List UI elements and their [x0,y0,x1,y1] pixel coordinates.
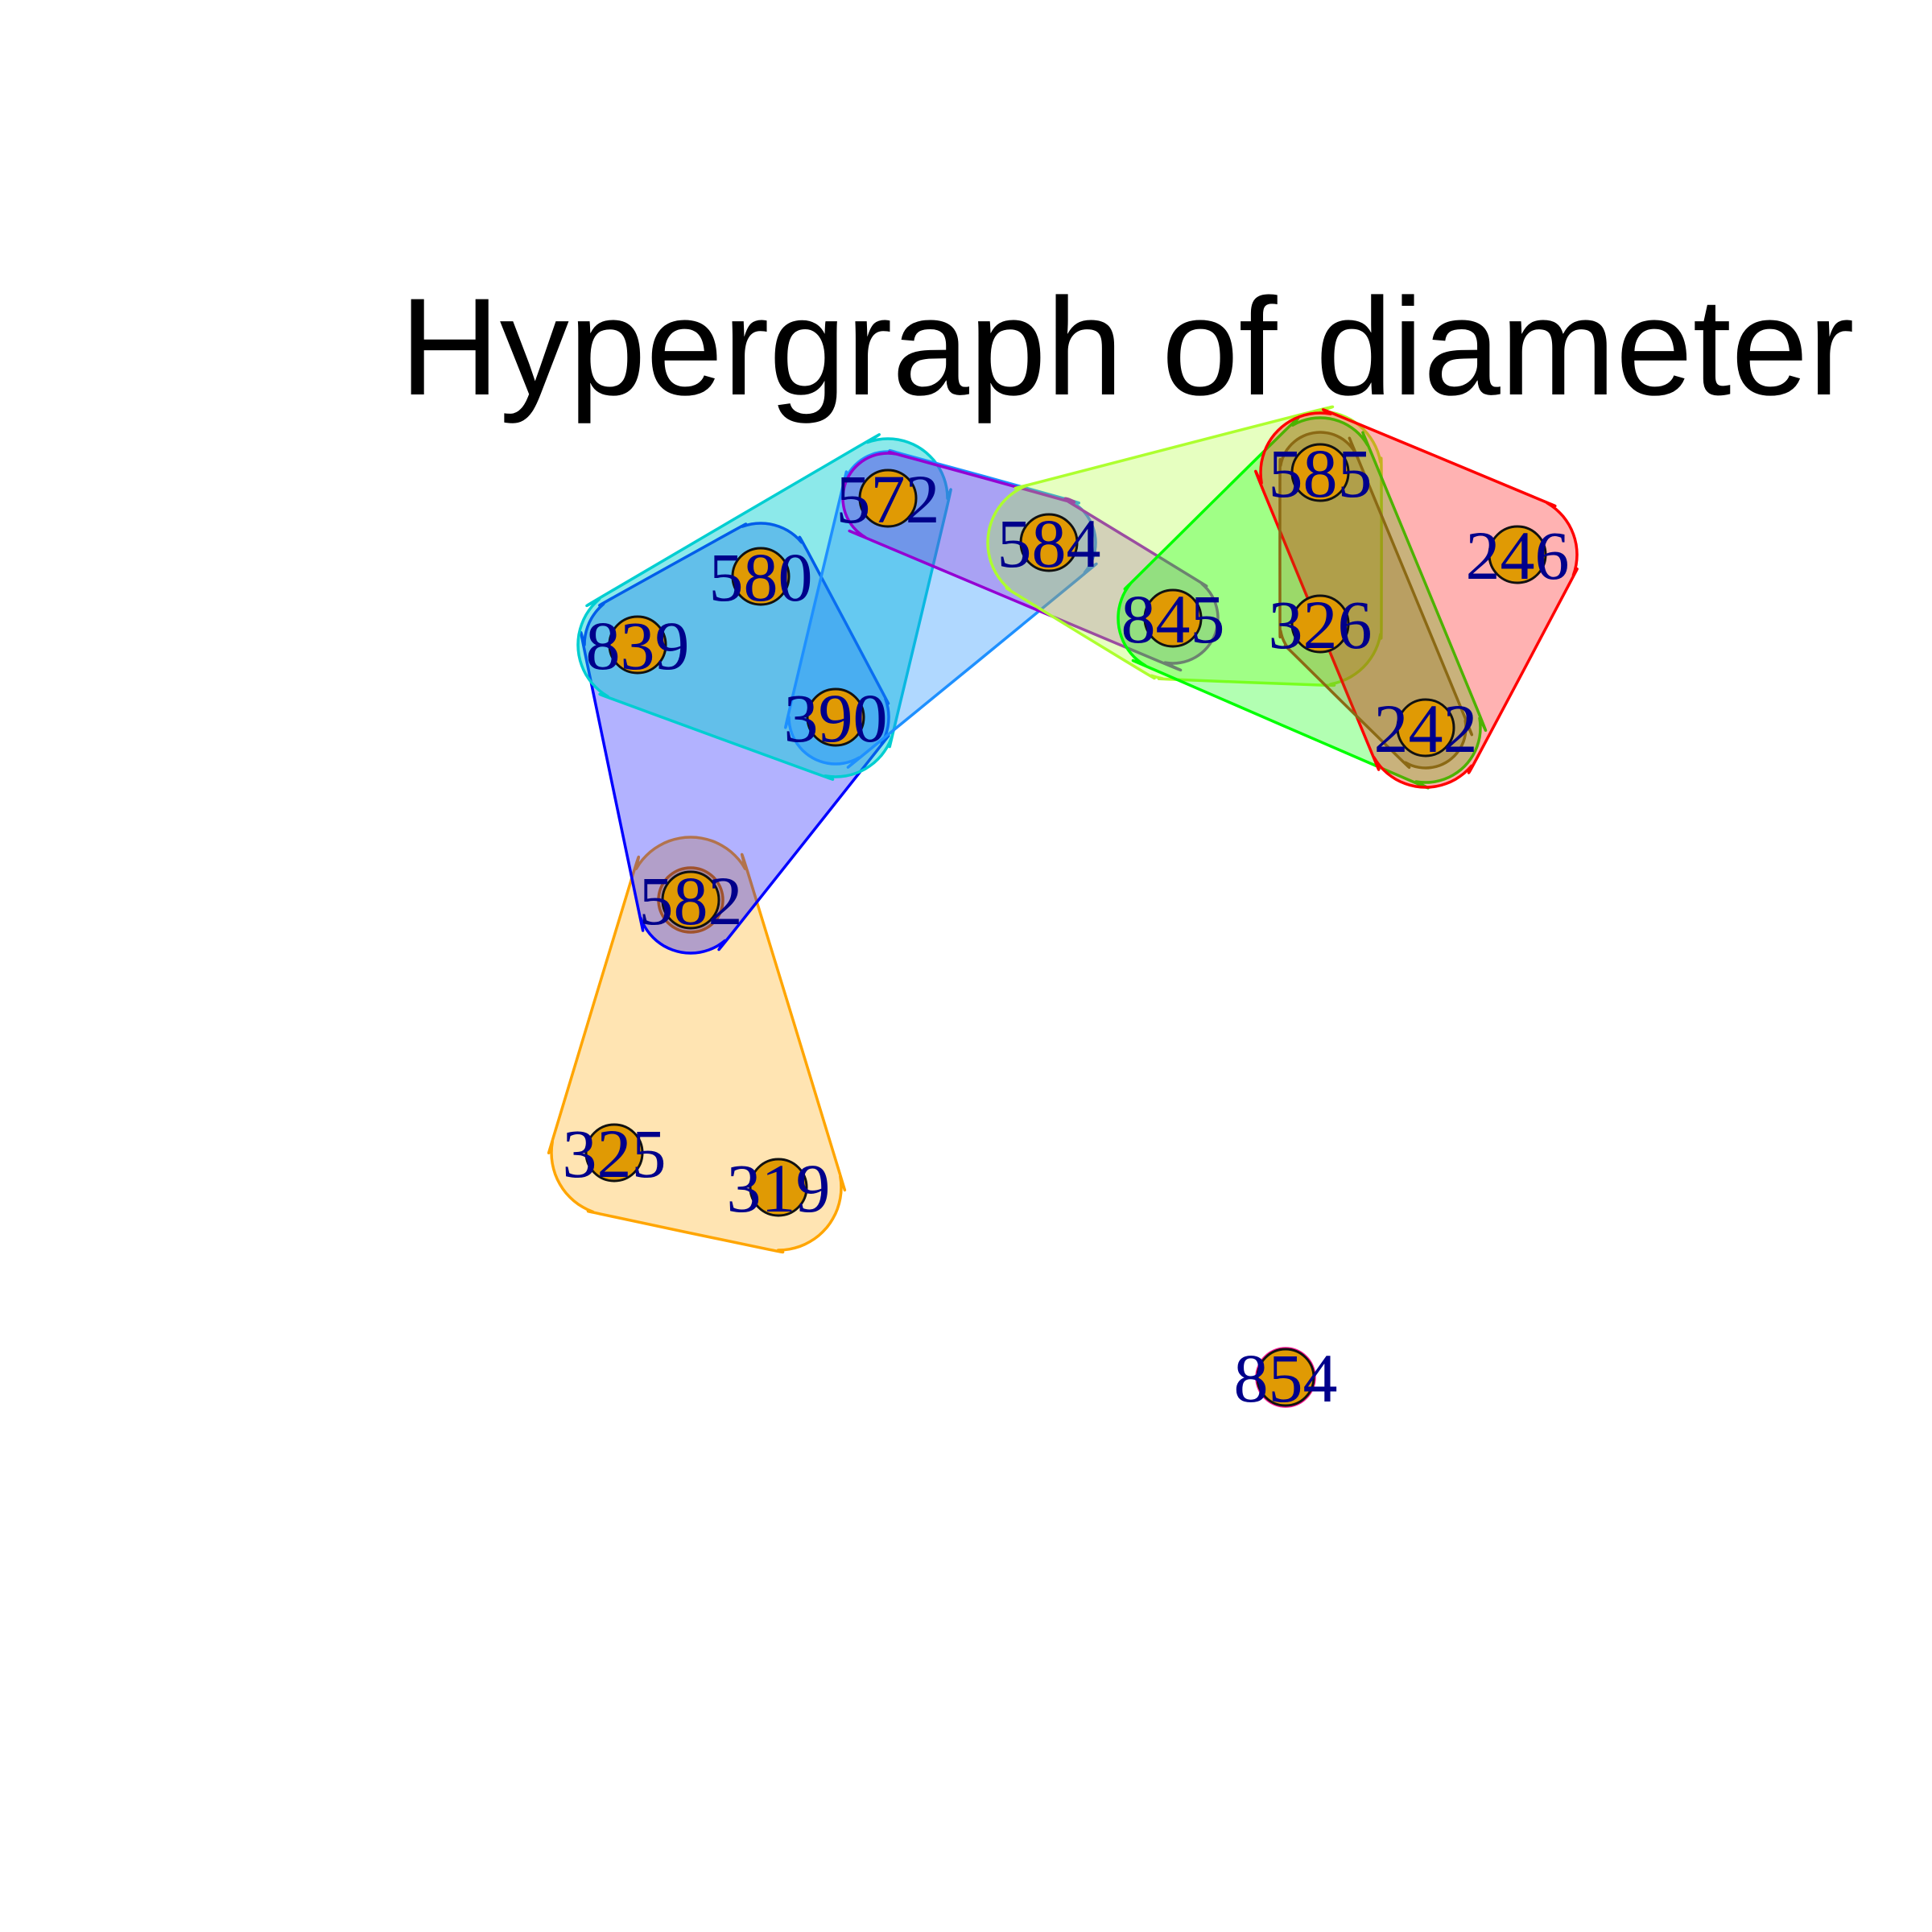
node-390: 390 [784,679,888,757]
node-circle [1488,525,1547,584]
node-572: 572 [836,460,940,538]
node-582: 582 [639,862,743,939]
node-circle [1019,513,1079,572]
node-label: 585 [1269,435,1373,512]
node-label: 854 [1234,1340,1338,1417]
chart-title: Hypergraph of diameter [400,270,1855,424]
node-circle [1396,698,1455,758]
node-label: 319 [727,1150,831,1227]
node-label: 584 [997,505,1101,582]
node-circle [584,1123,644,1183]
node-242: 242 [1374,690,1478,767]
node-580: 580 [709,539,813,616]
node-circle [608,615,667,675]
node-845: 845 [1121,580,1225,658]
node-label: 326 [1269,586,1373,663]
node-label: 580 [709,539,813,616]
edge-cyan [576,433,952,781]
node-854: 854 [1234,1340,1338,1417]
node-label: 325 [563,1115,667,1192]
node-circle [1143,588,1203,648]
node-label: 845 [1121,580,1225,658]
node-label: 839 [586,607,690,684]
node-label: 242 [1374,690,1478,767]
edge-olive [1278,431,1474,770]
node-circle [1290,443,1350,502]
node-label: 582 [639,862,743,939]
node-326: 326 [1269,586,1373,663]
node-circle [806,687,865,747]
node-label: 246 [1466,517,1570,594]
node-circle [1290,594,1350,654]
node-246: 246 [1466,517,1570,594]
node-label: 390 [784,679,888,757]
node-label: 572 [836,460,940,538]
node-839: 839 [586,607,690,684]
node-584: 584 [997,505,1101,582]
node-circle [1256,1348,1315,1407]
edge-azure [784,448,1098,769]
node-325: 325 [563,1115,667,1192]
node-circle [661,870,720,930]
node-circle [749,1158,808,1217]
edge-lime [986,405,1383,687]
node-circle [858,469,918,528]
node-585: 585 [1269,435,1373,512]
node-circle [731,547,791,606]
node-319: 319 [727,1150,831,1227]
